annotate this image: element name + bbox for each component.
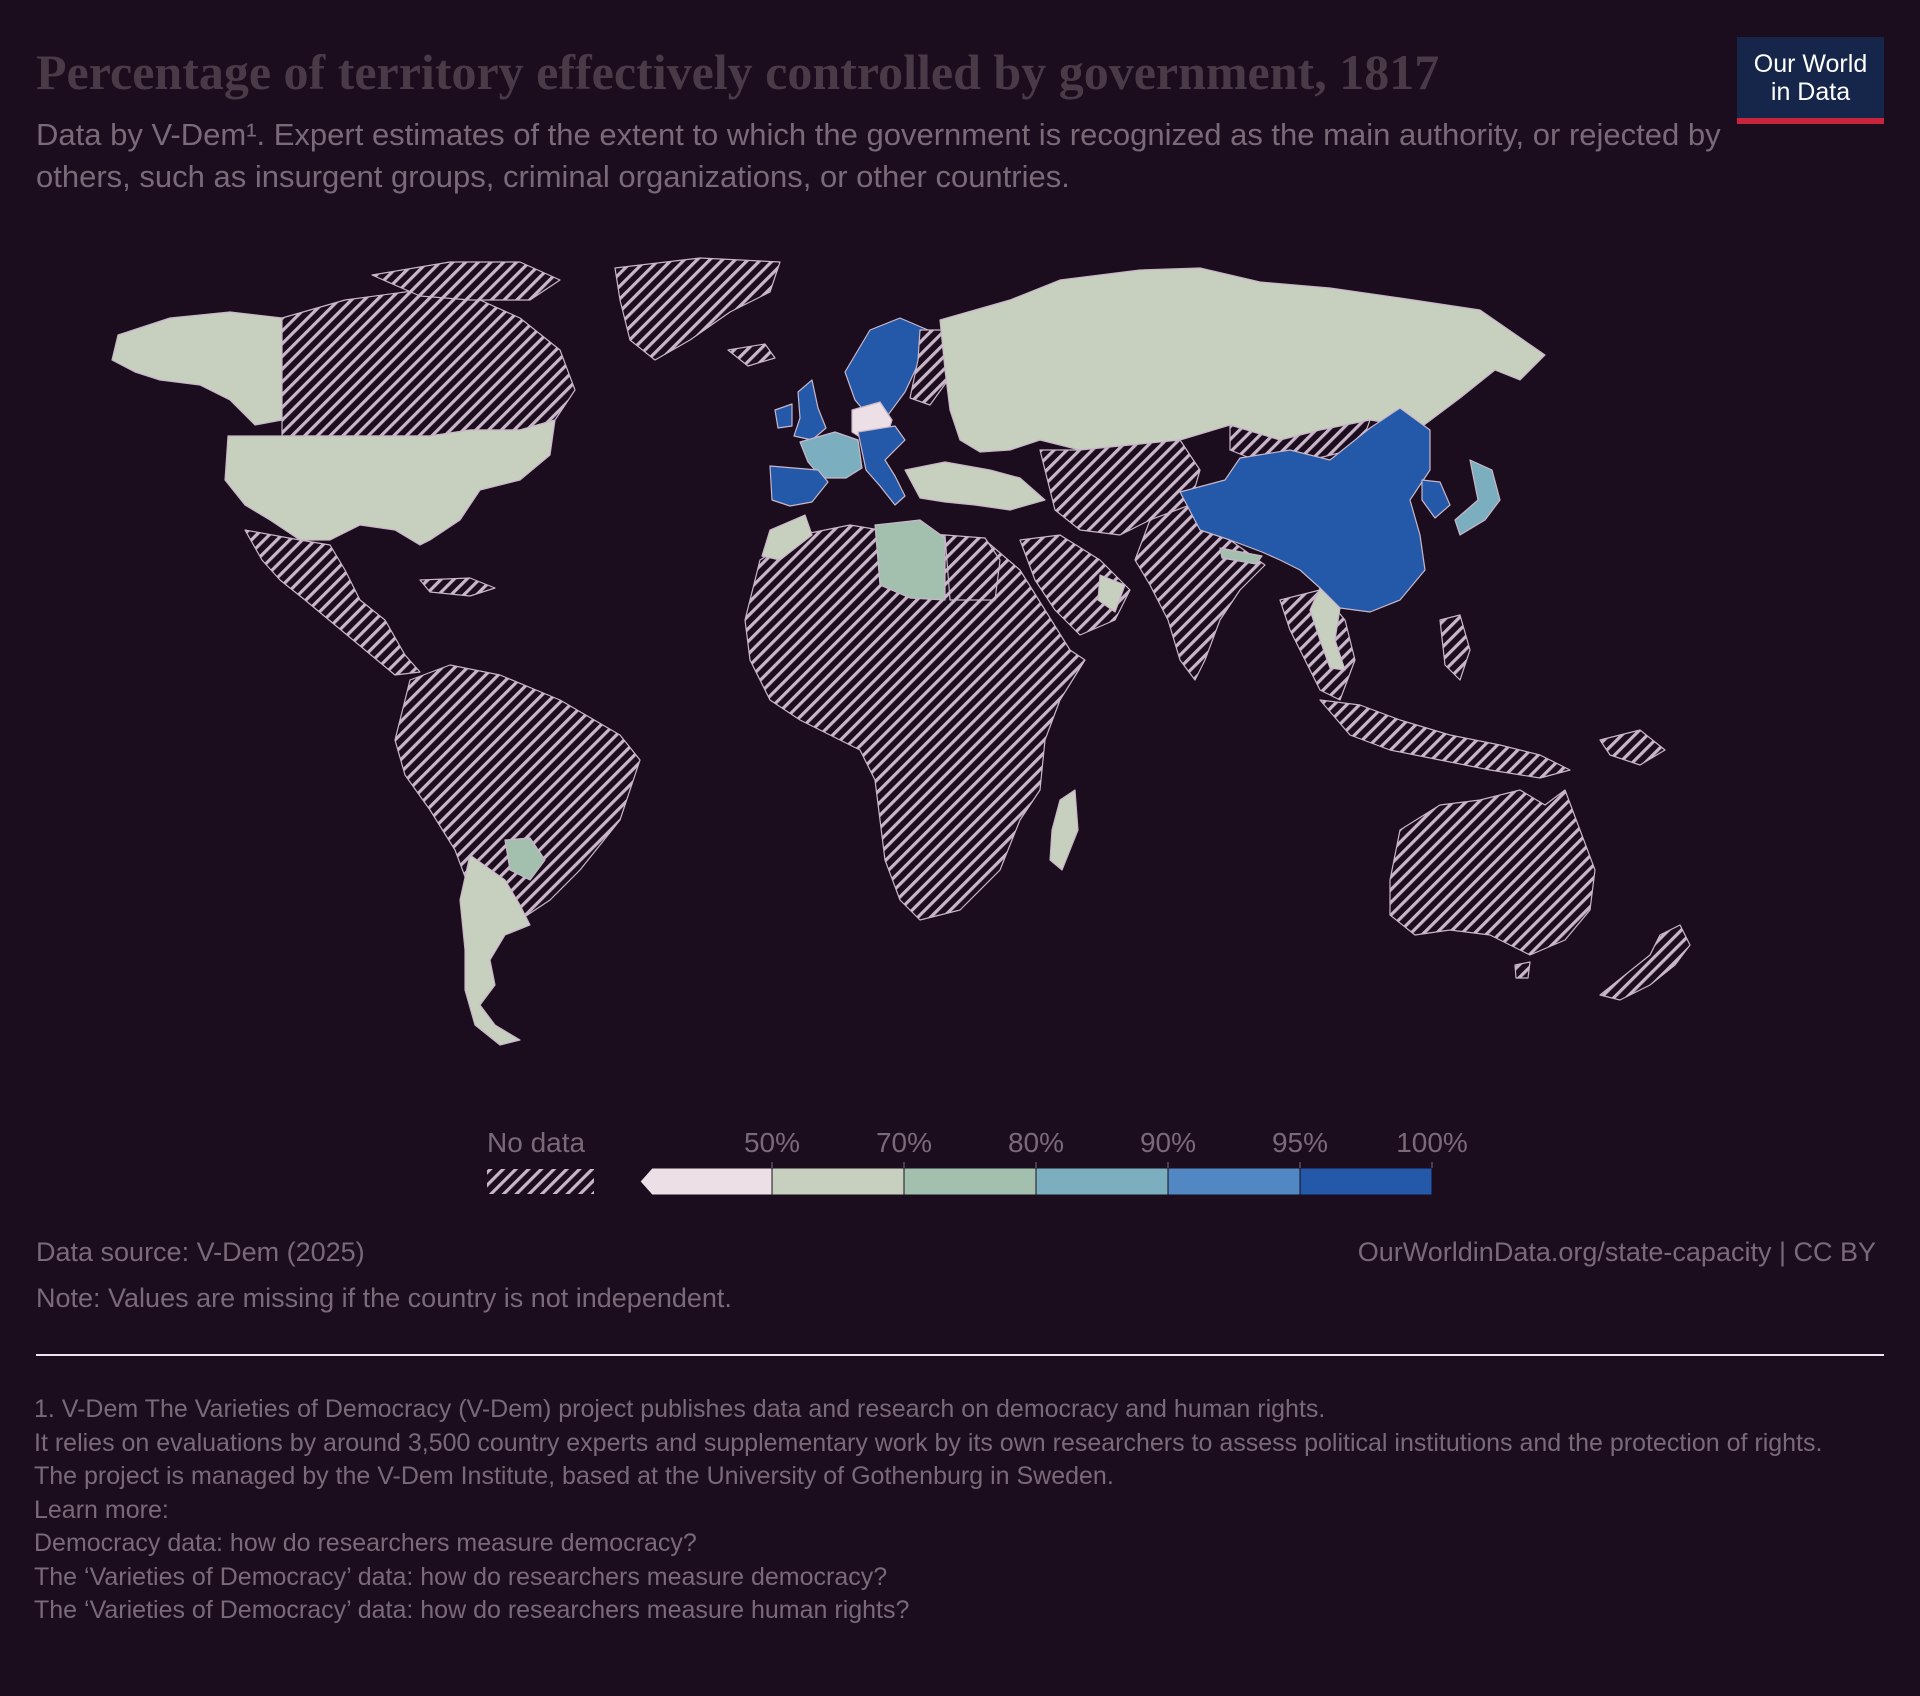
region-paraguay[interactable] <box>504 837 546 881</box>
region-korea[interactable] <box>1421 479 1451 519</box>
region-morocco[interactable] <box>761 514 813 561</box>
region-ireland[interactable] <box>774 403 793 429</box>
region-france[interactable] <box>799 431 863 479</box>
region-united-kingdom[interactable] <box>793 379 827 441</box>
footnote-link[interactable]: Democracy data: how do researchers measu… <box>34 1529 697 1557</box>
region-libya[interactable] <box>874 519 946 601</box>
region-oman[interactable] <box>1097 574 1126 613</box>
region-philippines[interactable] <box>1439 614 1471 681</box>
legend-bin[interactable] <box>1167 1167 1301 1196</box>
legend-no-data-label: No data <box>487 1127 585 1158</box>
map-legend: No data 50% 70% 80% 90% 95% 100% <box>0 1110 1920 1210</box>
footnote-link[interactable]: The ‘Varieties of Democracy’ data: how d… <box>34 1596 910 1624</box>
world-map-svg <box>111 257 1691 1046</box>
legend-tick-label: 95% <box>1272 1127 1328 1158</box>
footnote-link[interactable]: The ‘Varieties of Democracy’ data: how d… <box>34 1562 888 1591</box>
legend-no-data-swatch <box>487 1169 594 1194</box>
footnote-line: It relies on evaluations by around 3,500… <box>34 1428 1823 1457</box>
region-mexico-central-america[interactable] <box>244 529 421 676</box>
region-united-states[interactable] <box>224 419 556 546</box>
data-source: Data source: V-Dem (2025) <box>36 1237 365 1267</box>
legend-tick-label: 70% <box>876 1127 932 1158</box>
footnote-line: Learn more: <box>34 1495 169 1524</box>
region-alaska[interactable] <box>111 311 283 426</box>
region-tasmania[interactable] <box>1514 961 1531 979</box>
legend-bin[interactable] <box>771 1167 905 1196</box>
owid-logo[interactable]: Our World in Data <box>1737 37 1884 124</box>
region-south-america[interactable] <box>394 664 641 921</box>
region-arabia[interactable] <box>1019 534 1131 636</box>
world-map <box>0 240 1920 1060</box>
region-greenland[interactable] <box>614 257 781 361</box>
region-china[interactable] <box>1179 407 1431 613</box>
legend-tick-label: 90% <box>1140 1127 1196 1158</box>
legend-ticks: 50% 70% 80% 90% 95% 100% <box>744 1127 1468 1168</box>
legend-bin[interactable] <box>639 1167 773 1196</box>
region-australia[interactable] <box>1389 789 1596 956</box>
region-russia[interactable] <box>939 267 1546 453</box>
region-indonesia[interactable] <box>1319 699 1571 779</box>
legend-svg: No data 50% 70% 80% 90% 95% 100% <box>487 1127 1468 1196</box>
legend-tick-label: 100% <box>1396 1127 1468 1158</box>
region-nepal[interactable] <box>1219 547 1263 565</box>
legend-bin[interactable] <box>1035 1167 1169 1196</box>
logo-line-2: in Data <box>1770 77 1851 106</box>
footer-divider <box>36 1354 1884 1356</box>
region-burma-siam[interactable] <box>1309 587 1346 671</box>
region-arctic-islands[interactable] <box>371 261 561 301</box>
data-note: Note: Values are missing if the country … <box>36 1283 732 1313</box>
logo-line-1: Our World <box>1753 49 1868 78</box>
footnote-line: The project is managed by the V-Dem Inst… <box>34 1462 1114 1490</box>
legend-bin[interactable] <box>1299 1167 1433 1196</box>
region-ottoman[interactable] <box>904 461 1046 511</box>
region-pacific-islands[interactable] <box>1599 729 1666 766</box>
legend-tick-label: 80% <box>1008 1127 1064 1158</box>
footnotes: 1. V-Dem The Varieties of Democracy (V-D… <box>34 1393 1874 1628</box>
region-caribbean[interactable] <box>419 577 496 597</box>
region-iceland[interactable] <box>727 343 776 367</box>
footnote-line: 1. V-Dem The Varieties of Democracy (V-D… <box>34 1395 1326 1423</box>
region-egypt[interactable] <box>944 534 1001 601</box>
chart-subtitle: Data by V-Dem¹. Expert estimates of the … <box>36 117 1721 194</box>
source-link[interactable]: OurWorldinData.org/state-capacity | CC B… <box>1357 1237 1876 1267</box>
chart-title: Percentage of territory effectively cont… <box>36 44 1440 100</box>
region-japan[interactable] <box>1454 459 1501 536</box>
legend-tick-label: 50% <box>744 1127 800 1158</box>
legend-bin[interactable] <box>903 1167 1037 1196</box>
region-madagascar[interactable] <box>1049 789 1079 871</box>
legend-bins <box>639 1167 1433 1196</box>
region-argentina[interactable] <box>459 854 531 1046</box>
region-new-zealand[interactable] <box>1599 924 1691 1001</box>
region-canada[interactable] <box>281 289 576 437</box>
region-italy-austria[interactable] <box>857 425 906 506</box>
region-iberia[interactable] <box>769 465 829 507</box>
